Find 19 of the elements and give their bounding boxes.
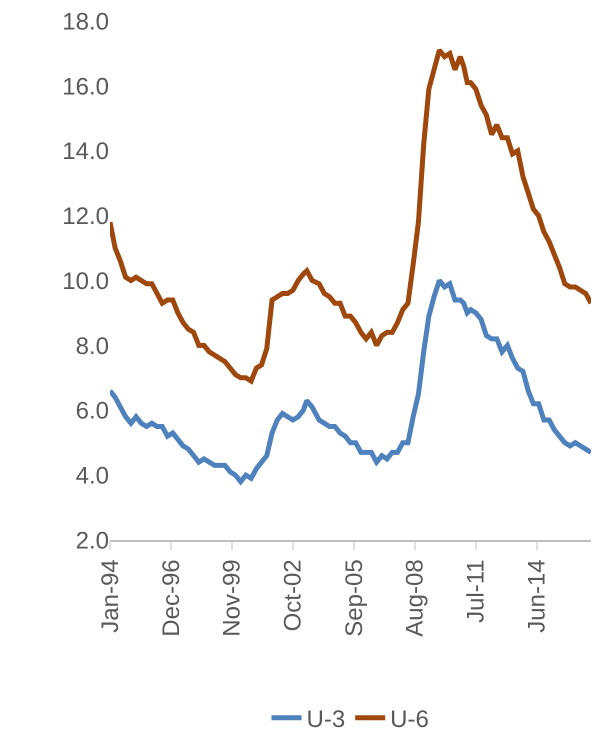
x-tick-label: Sep-05 xyxy=(340,559,368,637)
x-tick-label: Oct-02 xyxy=(280,559,307,632)
y-tick-label: 10.0 xyxy=(62,268,109,295)
x-tick-label: Dec-96 xyxy=(158,559,185,637)
y-tick-label: 14.0 xyxy=(62,138,109,166)
legend-label: U-3 xyxy=(306,706,346,734)
y-tick-label: 6.0 xyxy=(76,398,109,425)
y-tick-label: 18.0 xyxy=(62,8,109,36)
x-tick-label: Nov-99 xyxy=(218,559,246,637)
legend-label: U-6 xyxy=(390,706,429,734)
x-tick-label: Aug-08 xyxy=(402,559,429,637)
y-tick-label: 16.0 xyxy=(62,73,109,100)
y-tick-label: 4.0 xyxy=(76,462,109,490)
x-tick-label: Jan-94 xyxy=(96,559,124,633)
x-tick-label: Jul-11 xyxy=(462,559,490,623)
y-tick-label: 8.0 xyxy=(76,332,109,360)
y-tick-label: 12.0 xyxy=(62,203,109,230)
y-tick-label: 2.0 xyxy=(76,527,109,554)
x-tick-label: Jun-14 xyxy=(524,559,551,633)
